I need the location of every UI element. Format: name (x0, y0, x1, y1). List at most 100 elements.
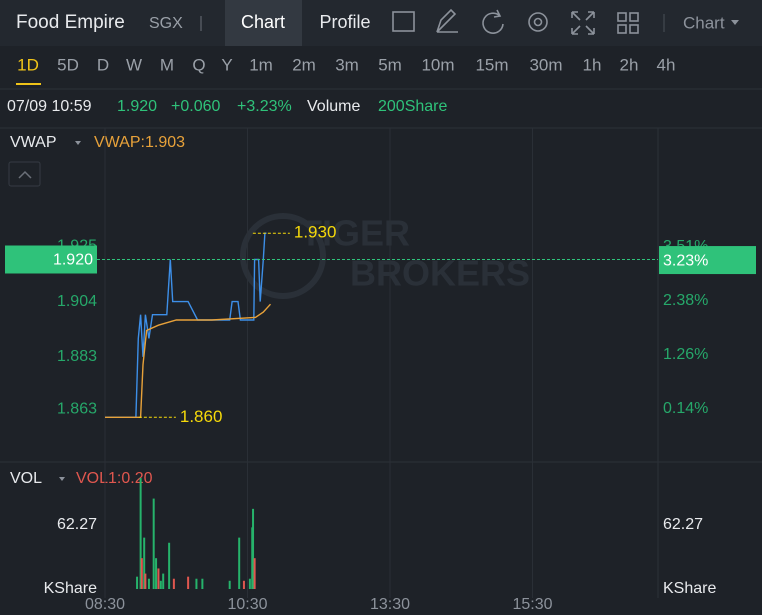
period-option[interactable]: 30m (529, 55, 562, 74)
y2-tick-label: KShare (663, 580, 716, 597)
x-tick-label: 08:30 (85, 596, 125, 613)
volume-bar (147, 578, 150, 589)
volume-bar (228, 580, 231, 589)
icon-settings-core (533, 17, 543, 27)
icon-refresh[interactable] (482, 9, 504, 34)
x-tick-label: 10:30 (227, 596, 267, 613)
indicator-value: VWAP:1.903 (94, 134, 185, 151)
collapse-icon (18, 170, 32, 179)
volume-label: Volume (307, 98, 360, 115)
period-option[interactable]: 2m (292, 55, 316, 74)
period-option[interactable]: 5m (378, 55, 402, 74)
volume-bar (143, 537, 146, 589)
annotation-label: 1.860 (180, 407, 223, 426)
period-option[interactable]: M (160, 55, 174, 74)
x-tick-label: 13:30 (370, 596, 410, 613)
active-tab-bg (225, 0, 302, 46)
period-option[interactable]: Y (221, 55, 232, 74)
volume-bar (172, 578, 175, 589)
period-option[interactable]: 1m (249, 55, 273, 74)
last-price-box (5, 245, 97, 274)
top-bar (0, 0, 762, 46)
icon-indicator[interactable] (392, 11, 415, 32)
quote-change-pct: +3.23% (237, 98, 292, 115)
icon-layout (629, 24, 639, 34)
last-percent-label: 3.23% (663, 252, 708, 269)
dropdown-arrow (75, 141, 81, 145)
dropdown-arrow (731, 20, 739, 25)
exchange: SGX (149, 15, 183, 32)
volume-bar (159, 580, 162, 589)
volume-bar (162, 573, 165, 589)
volume-bar (253, 558, 256, 589)
quote-time: 07/09 10:59 (7, 98, 92, 115)
volume-bar (201, 578, 204, 589)
chart-menu[interactable]: Chart (683, 13, 725, 32)
icon-fullscreen[interactable] (571, 11, 595, 35)
price-line (105, 232, 267, 418)
last-percent-box (659, 246, 756, 275)
indicator-name[interactable]: VWAP (10, 134, 57, 151)
volume-bar (155, 558, 158, 589)
y-tick-label: 1.904 (57, 293, 97, 310)
icon-settings[interactable] (528, 12, 548, 32)
icon-layout[interactable] (617, 12, 627, 22)
volume-bar (195, 578, 198, 589)
annotation-label: 1.930 (294, 223, 337, 242)
period-option[interactable]: 4h (657, 55, 676, 74)
volume-value: 200Share (378, 98, 447, 115)
tab[interactable]: Profile (319, 12, 370, 32)
quote-price: 1.920 (117, 98, 157, 115)
volume-bar (168, 542, 171, 589)
volume-bar (242, 580, 245, 589)
indicator-value: VOL1:0.20 (76, 470, 153, 487)
quote-change: +0.060 (171, 98, 220, 115)
icon-layout (617, 24, 627, 34)
volume-bar (136, 576, 139, 589)
y-tick-label: 1.883 (57, 348, 97, 365)
stock-name: Food Empire (16, 12, 125, 33)
last-price-label: 1.920 (53, 252, 93, 269)
period-bar: 1D 5D D W M Q Y 1m 2m 3m 5m 10m 15m 30m 1h 2h 4h (16, 55, 675, 85)
volume-bar (152, 498, 155, 589)
period-option[interactable]: W (126, 55, 142, 74)
volume-bar (140, 558, 143, 589)
volume-bar (157, 568, 160, 589)
toolbar-icons (392, 8, 639, 35)
period-option[interactable]: D (97, 55, 109, 74)
y-tick-label: 1.863 (57, 401, 97, 418)
volume-bar (248, 578, 251, 589)
y2-tick-label: 2.38% (663, 292, 708, 309)
indicator-name[interactable]: VOL (10, 470, 42, 487)
period-option[interactable]: 5D (57, 55, 79, 74)
y2-tick-label: 1.26% (663, 346, 708, 363)
period-option[interactable]: 2h (620, 55, 639, 74)
period-option[interactable]: 10m (421, 55, 454, 74)
volume-bar (139, 478, 142, 589)
volume-bar (252, 508, 255, 589)
price-line (105, 303, 272, 418)
period-option[interactable]: 1D (17, 55, 39, 74)
y2-tick-label: 0.14% (663, 400, 708, 417)
volume-bar (238, 537, 241, 589)
period-option[interactable]: 1h (583, 55, 602, 74)
period-option[interactable]: Q (192, 55, 205, 74)
watermark: BROKERS (350, 253, 530, 294)
y-tick-label: 62.27 (57, 516, 97, 533)
period-option[interactable]: 15m (475, 55, 508, 74)
icon-draw[interactable] (436, 8, 458, 33)
volume-bar (144, 573, 147, 589)
period-option[interactable]: 3m (335, 55, 359, 74)
y-tick-label: KShare (44, 580, 97, 597)
y2-tick-label: 62.27 (663, 516, 703, 533)
dropdown-arrow (59, 477, 65, 481)
collapse-button[interactable] (8, 161, 41, 187)
watermark-logo (240, 213, 326, 299)
x-tick-label: 15:30 (512, 596, 552, 613)
tab[interactable]: Chart (241, 12, 285, 32)
icon-layout (629, 12, 639, 22)
period-underline (16, 83, 41, 85)
volume-bar (187, 576, 190, 589)
